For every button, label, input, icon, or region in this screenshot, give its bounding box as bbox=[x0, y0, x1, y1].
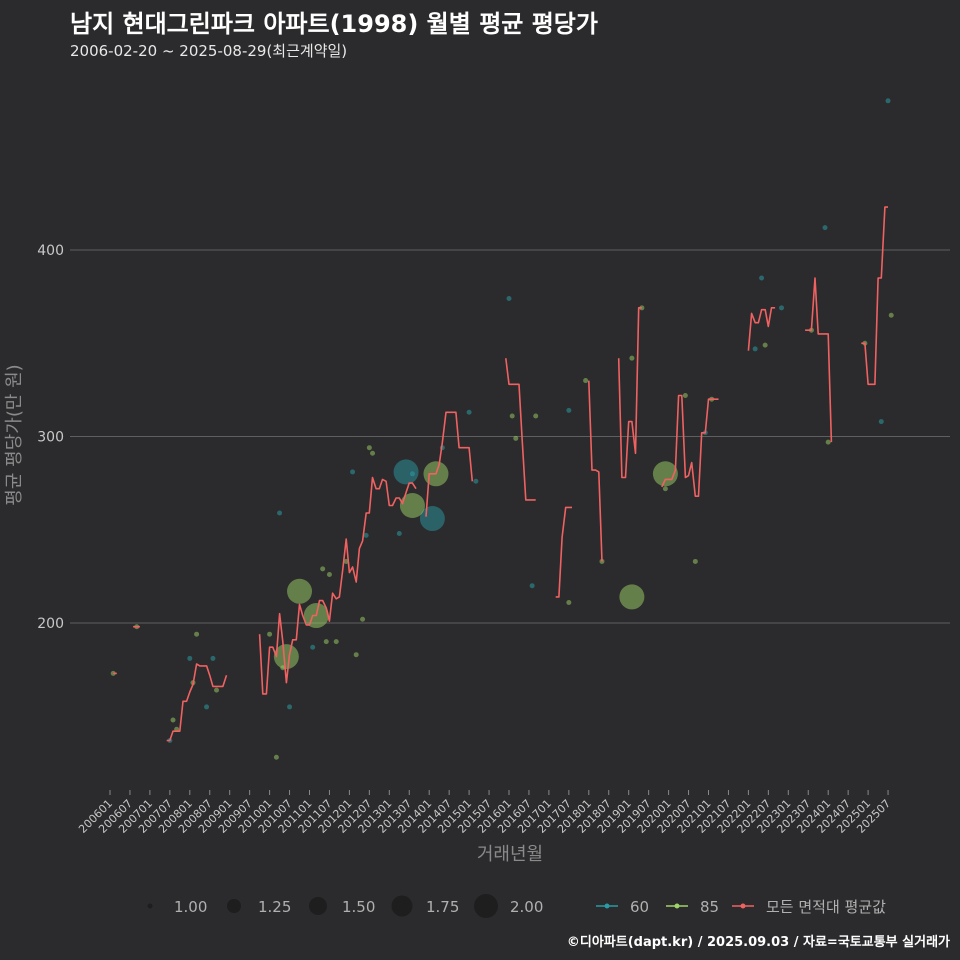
series-avg-line bbox=[113, 206, 888, 742]
point-60-25 bbox=[885, 98, 891, 104]
point-85-8 bbox=[273, 754, 279, 760]
point-85-19 bbox=[360, 616, 366, 622]
point-85-10 bbox=[273, 644, 299, 670]
y-tick-label-400: 400 bbox=[37, 243, 64, 259]
legend-size-label-4: 2.00 bbox=[510, 898, 543, 916]
point-85-11 bbox=[287, 578, 313, 604]
legend-series-label-1: 85 bbox=[700, 898, 719, 916]
point-85-42 bbox=[888, 312, 894, 318]
point-85-27 bbox=[566, 599, 572, 605]
point-60-1 bbox=[187, 655, 193, 661]
point-60-2 bbox=[204, 704, 210, 710]
point-60-4 bbox=[277, 510, 283, 516]
legend-size-marker-2 bbox=[309, 897, 327, 915]
x-axis-ticks: 2006012006072007012007072008012008072009… bbox=[76, 790, 893, 836]
point-85-13 bbox=[320, 566, 326, 572]
point-60-6 bbox=[310, 644, 316, 650]
point-60-5 bbox=[287, 704, 293, 710]
legend-series-label-0: 60 bbox=[630, 898, 649, 916]
point-60-15 bbox=[473, 478, 479, 484]
avg-line-segment-3 bbox=[258, 476, 417, 695]
point-85-26 bbox=[533, 413, 539, 419]
avg-line-segment-11 bbox=[805, 277, 833, 443]
y-axis-title: 평균 평당가(만 원) bbox=[4, 364, 25, 505]
avg-line-segment-9 bbox=[661, 394, 719, 497]
legend-size-marker-1 bbox=[227, 899, 241, 913]
point-60-9 bbox=[396, 530, 402, 536]
avg-line-segment-10 bbox=[747, 307, 776, 351]
point-85-36 bbox=[692, 558, 698, 564]
point-85-40 bbox=[825, 439, 831, 445]
legend-size-marker-0 bbox=[147, 903, 153, 909]
series-60-points bbox=[167, 98, 891, 743]
point-60-10 bbox=[393, 459, 419, 485]
point-85-15 bbox=[326, 572, 332, 578]
point-85-28 bbox=[583, 378, 589, 384]
point-85-30 bbox=[629, 355, 635, 361]
legend-series-dot-0 bbox=[604, 903, 610, 909]
point-60-7 bbox=[350, 469, 356, 475]
avg-line-segment-6 bbox=[555, 506, 572, 598]
point-85-34 bbox=[662, 486, 668, 492]
point-60-22 bbox=[779, 305, 785, 311]
point-60-3 bbox=[210, 655, 216, 661]
legend-size-label-2: 1.50 bbox=[342, 898, 375, 916]
point-85-16 bbox=[333, 639, 339, 645]
point-60-11 bbox=[409, 471, 415, 477]
avg-line-segment-5 bbox=[505, 358, 536, 501]
legend-series-label-2: 모든 면적대 평균값 bbox=[766, 898, 886, 916]
point-60-21 bbox=[759, 275, 765, 281]
point-60-20 bbox=[752, 346, 758, 352]
point-85-18 bbox=[353, 652, 359, 658]
point-60-17 bbox=[529, 583, 535, 589]
point-60-24 bbox=[878, 419, 884, 425]
point-85-20 bbox=[366, 445, 372, 451]
point-85-14 bbox=[323, 639, 329, 645]
chart-subtitle: 2006-02-20 ~ 2025-08-29(최근계약일) bbox=[70, 42, 348, 60]
point-85-32 bbox=[619, 584, 645, 610]
chart-title: 남지 현대그린파크 아파트(1998) 월별 평균 평당가 bbox=[70, 10, 598, 38]
point-60-16 bbox=[506, 295, 512, 301]
point-85-6 bbox=[214, 687, 220, 693]
point-85-7 bbox=[267, 631, 273, 637]
point-85-38 bbox=[762, 342, 768, 348]
avg-line-segment-8 bbox=[617, 307, 642, 479]
point-85-22 bbox=[399, 493, 425, 519]
legend-series-dot-2 bbox=[740, 903, 746, 909]
point-85-35 bbox=[682, 392, 688, 398]
point-60-14 bbox=[466, 409, 472, 415]
point-60-23 bbox=[822, 225, 828, 231]
point-85-21 bbox=[370, 450, 376, 456]
series-85-points bbox=[110, 305, 894, 760]
legend-size-label-0: 1.00 bbox=[174, 898, 207, 916]
point-85-5 bbox=[194, 631, 200, 637]
avg-line-segment-12 bbox=[861, 206, 888, 386]
footer-credit: ©디아파트(dapt.kr) / 2025.09.03 / 자료=국토교통부 실… bbox=[566, 935, 950, 950]
y-tick-label-300: 300 bbox=[37, 430, 64, 446]
point-60-8 bbox=[363, 532, 369, 538]
legend-size-label-1: 1.25 bbox=[258, 898, 291, 916]
avg-line-segment-7 bbox=[588, 380, 603, 562]
legend-size-marker-4 bbox=[474, 894, 498, 918]
y-axis-ticks: 200 300 400 bbox=[37, 243, 64, 632]
point-85-0 bbox=[110, 670, 116, 676]
legend-size-label-3: 1.75 bbox=[426, 898, 459, 916]
legend-series-dot-1 bbox=[674, 903, 680, 909]
legend: 1.00 1.25 1.50 1.75 2.00 60 85 모든 면적대 평균값 bbox=[147, 894, 886, 918]
avg-line-segment-4 bbox=[425, 411, 474, 517]
grid-lines bbox=[70, 249, 950, 624]
y-tick-label-200: 200 bbox=[37, 616, 64, 632]
point-85-25 bbox=[513, 435, 519, 441]
avg-line-segment-2 bbox=[166, 663, 228, 742]
x-axis-title: 거래년월 bbox=[477, 844, 543, 865]
point-85-24 bbox=[509, 413, 515, 419]
point-60-18 bbox=[566, 407, 572, 413]
point-85-2 bbox=[170, 717, 176, 723]
legend-size-marker-3 bbox=[391, 895, 413, 917]
